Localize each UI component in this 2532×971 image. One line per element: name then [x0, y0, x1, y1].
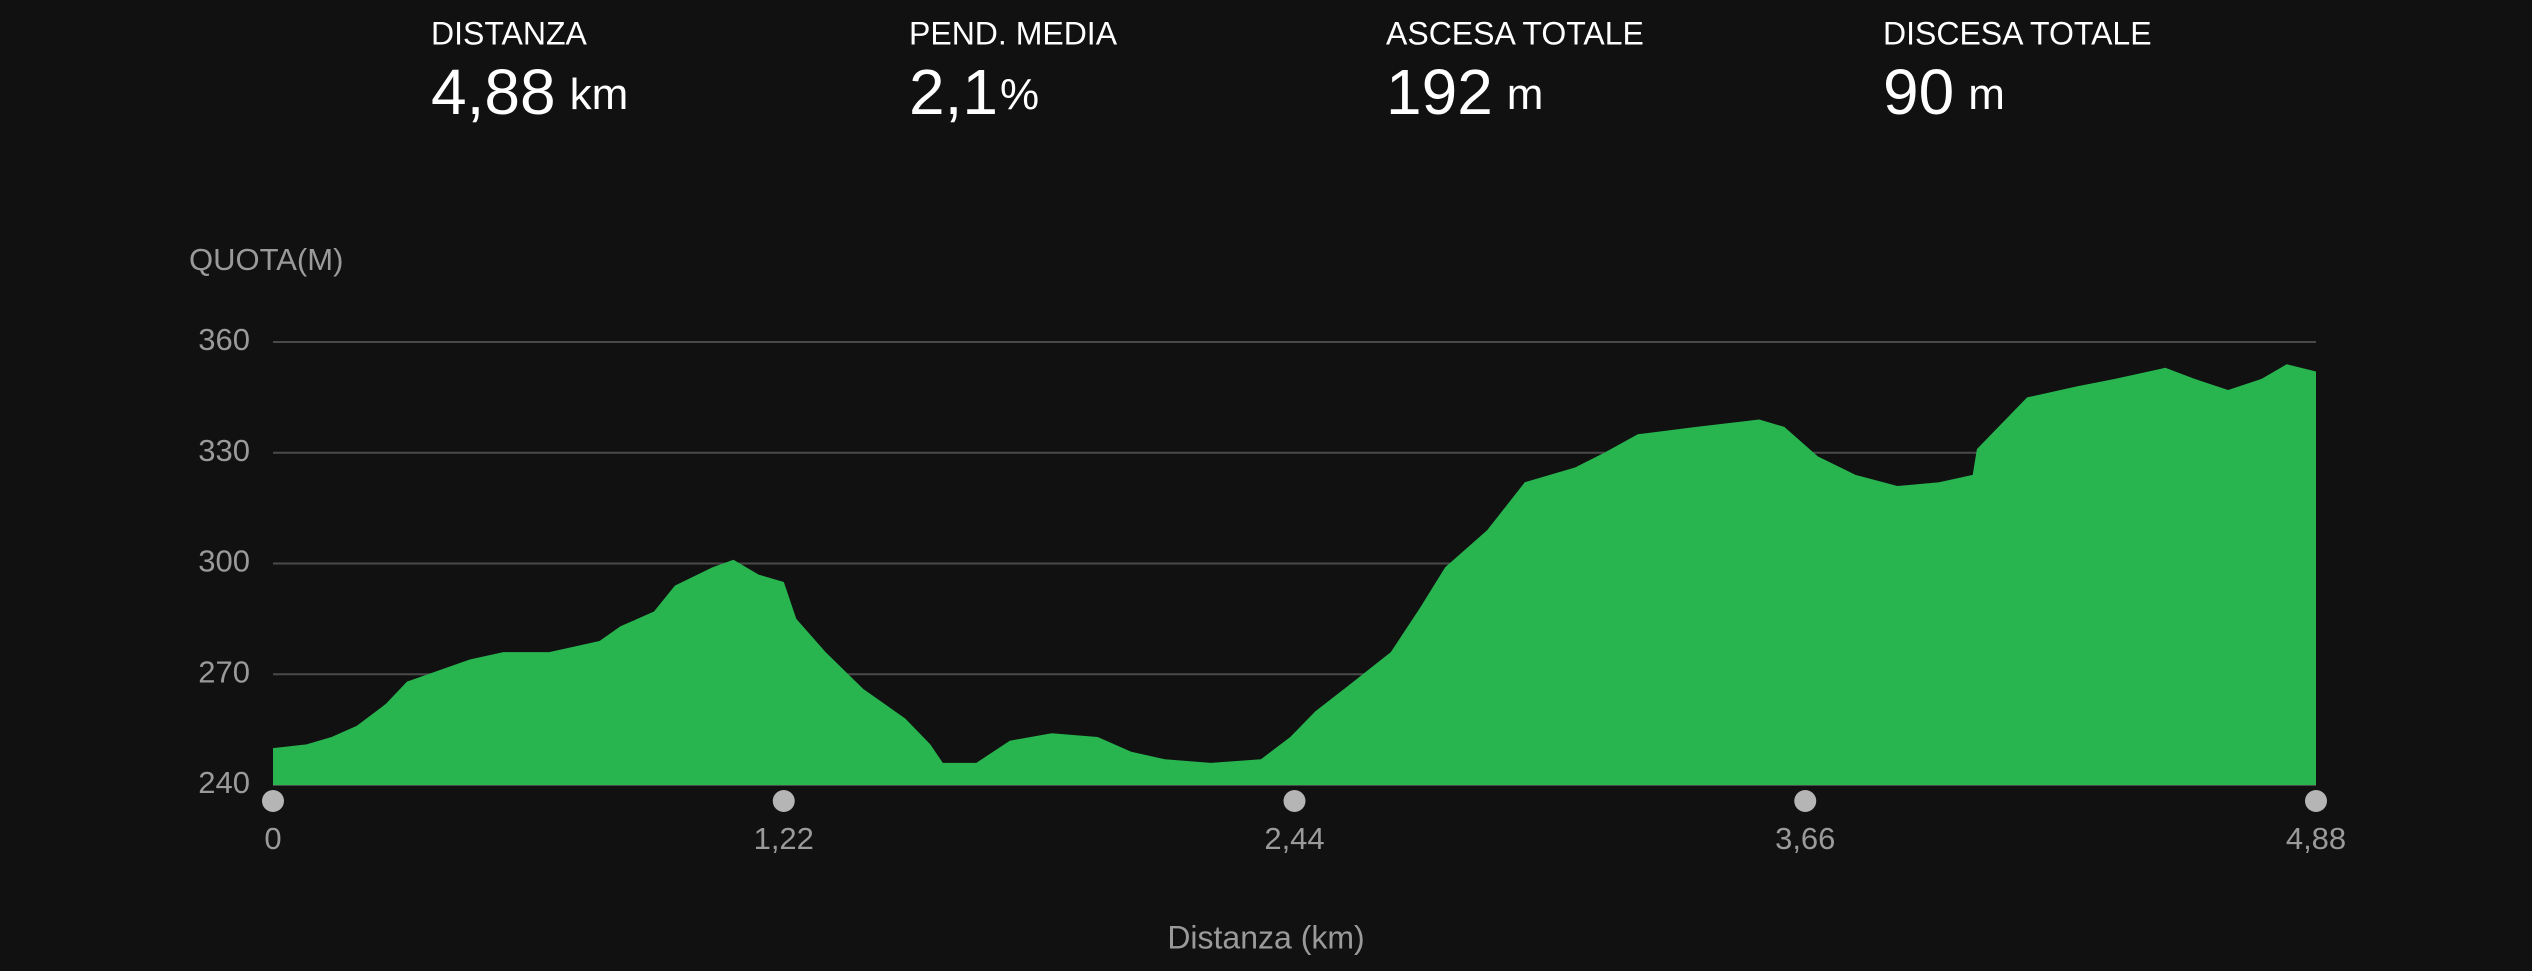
x-tick-dot	[2305, 790, 2327, 812]
stat-unit: m	[1968, 70, 2005, 119]
x-tick-label: 4,88	[2286, 821, 2346, 856]
y-tick-label: 240	[198, 765, 250, 800]
x-tick-label: 2,44	[1264, 821, 1324, 856]
stat-unit: m	[1507, 70, 1544, 119]
x-tick-dot	[1794, 790, 1817, 812]
stat-label: ASCESA TOTALE	[1386, 15, 1644, 51]
x-tick-dot	[1283, 790, 1306, 812]
x-tick-dot	[772, 790, 795, 812]
stat-value: 192 m	[1386, 56, 1543, 128]
stat-label: DISCESA TOTALE	[1883, 15, 2152, 51]
stat-unit: km	[570, 70, 629, 119]
x-tick-dot	[262, 790, 284, 812]
stat-number: 192	[1386, 56, 1493, 128]
y-axis-label: QUOTA(M)	[189, 242, 343, 277]
y-tick-label: 270	[198, 654, 250, 689]
stat-label: DISTANZA	[431, 15, 588, 51]
x-tick-label: 0	[264, 821, 281, 856]
x-tick-label: 3,66	[1775, 821, 1835, 856]
stat-value: 2,1%	[909, 56, 1039, 128]
stat-value: 4,88 km	[431, 56, 628, 128]
elevation-area	[273, 364, 2316, 785]
x-axis-label: Distanza (km)	[1167, 919, 1364, 955]
stat-number: 4,88	[431, 56, 556, 128]
y-tick-label: 360	[198, 322, 250, 357]
x-tick-label: 1,22	[754, 821, 814, 856]
stat-unit: %	[1000, 70, 1039, 119]
stat-label: PEND. MEDIA	[909, 15, 1118, 51]
stat-value: 90 m	[1883, 56, 2005, 128]
y-tick-label: 300	[198, 544, 250, 579]
y-tick-label: 330	[198, 433, 250, 468]
stat-number: 90	[1883, 56, 1954, 128]
stat-number: 2,1	[909, 56, 998, 128]
